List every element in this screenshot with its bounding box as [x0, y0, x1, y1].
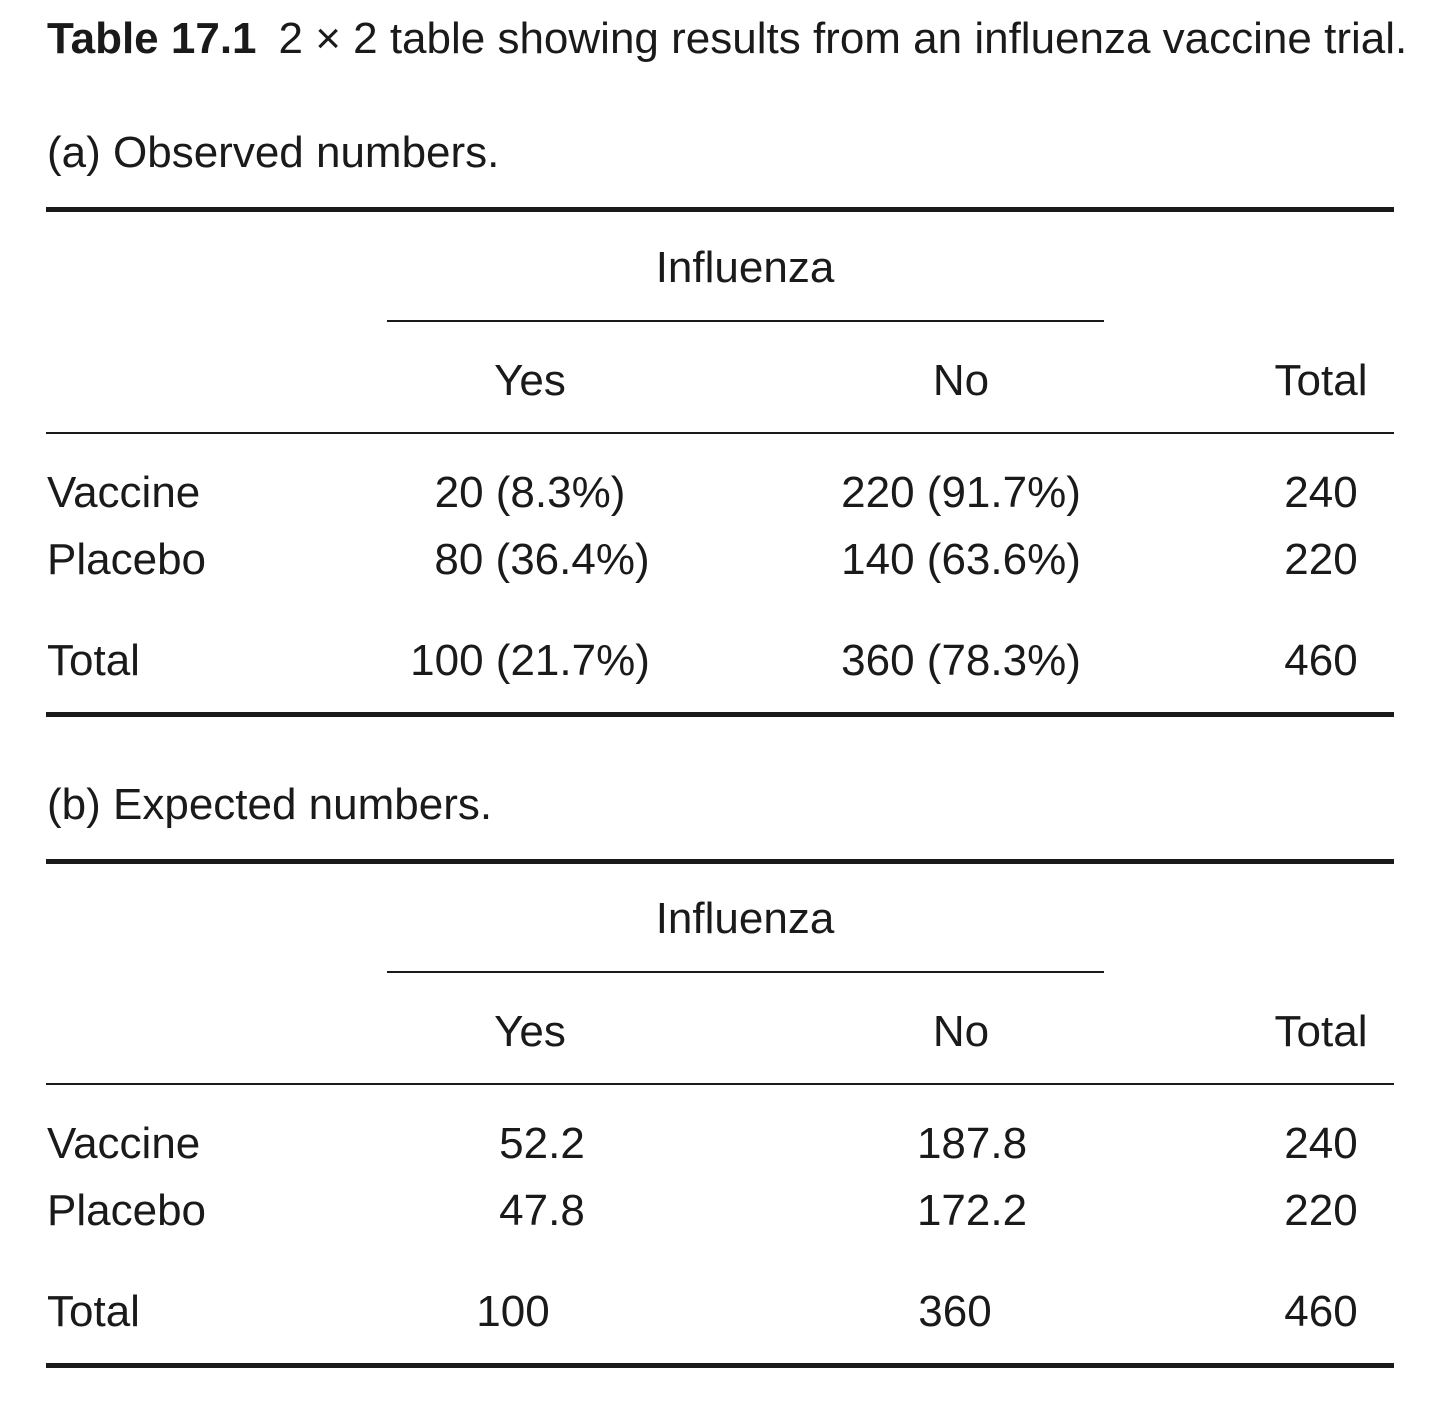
expected-cell-total: 460 — [1284, 1287, 1358, 1336]
observed-cell-total: 460 — [1284, 636, 1358, 685]
table-caption-text: 2 × 2 table showing results from an infl… — [278, 14, 1408, 63]
observed-cell-no: 140 (63.6%) — [841, 535, 1081, 584]
observed-top-rule — [46, 207, 1394, 212]
expected-top-rule — [46, 859, 1394, 864]
observed-col-no: No — [932, 356, 990, 405]
observed-header-rule — [46, 432, 1394, 434]
expected-cell-no: 187.8 — [916, 1119, 1028, 1168]
expected-cell-yes: 47.8 — [499, 1186, 585, 1235]
observed-group-header: Influenza — [655, 243, 835, 292]
expected-cell-yes: 100 — [476, 1287, 550, 1336]
observed-col-yes: Yes — [494, 356, 566, 405]
expected-row-label: Vaccine — [47, 1119, 201, 1168]
expected-cell-total: 240 — [1284, 1119, 1358, 1168]
observed-cell-no: 220 (91.7%) — [841, 468, 1081, 517]
expected-group-header: Influenza — [655, 894, 835, 943]
observed-subtitle: (a) Observed numbers. — [47, 128, 500, 177]
observed-row-label: Vaccine — [47, 468, 201, 517]
observed-row-label: Total — [47, 636, 140, 685]
expected-row-label: Placebo — [47, 1186, 207, 1235]
expected-col-total: Total — [1274, 1007, 1368, 1056]
expected-cell-no: 360 — [918, 1287, 992, 1336]
expected-cell-yes: 52.2 — [499, 1119, 585, 1168]
observed-cell-yes: 100 (21.7%) — [410, 636, 650, 685]
expected-cell-no: 172.2 — [916, 1186, 1028, 1235]
observed-cell-total: 240 — [1284, 468, 1358, 517]
observed-cell-no: 360 (78.3%) — [841, 636, 1081, 685]
expected-col-no: No — [932, 1007, 990, 1056]
observed-cell-yes: 80 (36.4%) — [434, 535, 650, 584]
observed-col-total: Total — [1274, 356, 1368, 405]
expected-col-yes: Yes — [494, 1007, 566, 1056]
expected-bottom-rule — [46, 1363, 1394, 1368]
expected-header-rule — [46, 1083, 1394, 1085]
table-caption: Table 17.1 2 × 2 table showing results fr… — [47, 14, 1407, 64]
observed-row-label: Placebo — [47, 535, 207, 584]
observed-span-rule — [387, 320, 1104, 322]
expected-row-label: Total — [47, 1287, 140, 1336]
expected-cell-total: 220 — [1284, 1186, 1358, 1235]
table-caption-label: Table 17.1 — [47, 14, 257, 63]
expected-span-rule — [387, 971, 1104, 973]
observed-bottom-rule — [46, 712, 1394, 717]
expected-subtitle: (b) Expected numbers. — [47, 780, 493, 829]
observed-cell-yes: 20 (8.3%) — [434, 468, 626, 517]
observed-cell-total: 220 — [1284, 535, 1358, 584]
